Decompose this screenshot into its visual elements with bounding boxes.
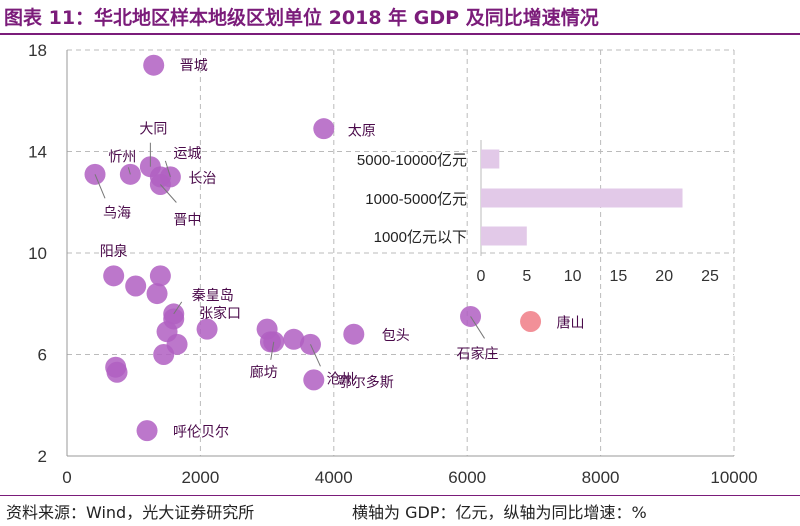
label-leader-line	[470, 316, 485, 339]
data-point	[106, 361, 128, 383]
y-tick-label: 6	[38, 346, 47, 365]
data-point	[146, 283, 168, 305]
point-label: 廊坊	[250, 364, 278, 381]
x-tick-label: 8000	[582, 468, 620, 487]
x-tick-label: 6000	[448, 468, 486, 487]
inset-category-label: 1000-5000亿元	[365, 191, 467, 208]
y-tick-label: 2	[38, 447, 47, 466]
inset-tick-label: 15	[610, 268, 628, 285]
data-point	[149, 265, 171, 287]
point-label: 包头	[382, 328, 410, 344]
point-label: 晋中	[173, 212, 201, 228]
point-label: 张家口	[199, 305, 241, 322]
point-label: 忻州	[108, 149, 136, 165]
point-label: 太原	[348, 124, 376, 140]
data-point	[313, 118, 335, 140]
data-point	[283, 328, 305, 350]
label-leader-line	[164, 160, 171, 178]
point-label: 唐山	[557, 315, 585, 332]
data-point	[125, 275, 147, 297]
x-tick-label: 0	[62, 468, 71, 487]
label-leader-line	[173, 301, 183, 315]
data-point	[136, 420, 158, 442]
inset-category-label: 5000-10000亿元	[357, 152, 467, 169]
data-point	[143, 54, 165, 76]
point-label: 呼伦贝尔	[173, 425, 229, 441]
x-tick-label: 4000	[315, 468, 353, 487]
data-point	[196, 318, 218, 340]
y-tick-label: 18	[28, 41, 47, 60]
highlight-data-point	[520, 311, 542, 333]
data-point	[103, 265, 125, 287]
point-label: 运城	[173, 146, 201, 162]
data-point	[343, 323, 365, 345]
y-tick-label: 10	[28, 244, 47, 263]
inset-bar	[481, 226, 527, 246]
inset-bar	[481, 149, 500, 169]
point-label: 鄂尔多斯	[338, 374, 394, 391]
inset-bar	[481, 188, 683, 208]
point-label: 秦皇岛	[192, 288, 234, 304]
y-tick-label: 14	[28, 143, 47, 162]
point-label: 乌海	[103, 205, 131, 221]
inset-tick-label: 20	[655, 268, 673, 285]
inset-category-label: 1000亿元以下	[374, 229, 467, 246]
data-point	[153, 344, 175, 365]
x-tick-label: 10000	[710, 468, 757, 487]
title-rule	[0, 33, 800, 35]
label-leader-line	[127, 167, 131, 175]
inset-tick-label: 5	[522, 268, 531, 285]
inset-tick-label: 25	[701, 268, 719, 285]
label-leader-line	[270, 341, 275, 360]
label-leader-line	[160, 184, 177, 203]
x-tick-label: 2000	[181, 468, 219, 487]
point-label: 晋城	[180, 58, 208, 74]
point-label: 石家庄	[457, 345, 499, 362]
source-note: 资料来源：Wind，光大证券研究所	[6, 503, 255, 522]
point-label: 长治	[188, 171, 216, 187]
label-leader-line	[309, 344, 321, 367]
inset-tick-label: 10	[564, 268, 582, 285]
point-label: 沧州	[326, 370, 354, 387]
data-point	[303, 369, 325, 391]
inset-tick-label: 0	[477, 268, 486, 285]
axis-note: 横轴为 GDP：亿元，纵轴为同比增速：%	[352, 503, 647, 522]
point-label: 大同	[139, 122, 167, 138]
footer-rule	[0, 495, 800, 496]
point-label: 阳泉	[100, 243, 128, 260]
scatter-chart: 2 6 10 14 18 0 2000 4000 6000 8000 10000 5000-10000…	[28, 41, 758, 487]
chart-title: 图表 11：华北地区样本地级区划单位 2018 年 GDP 及同比增速情况	[4, 7, 599, 29]
label-leader-line	[94, 174, 106, 199]
